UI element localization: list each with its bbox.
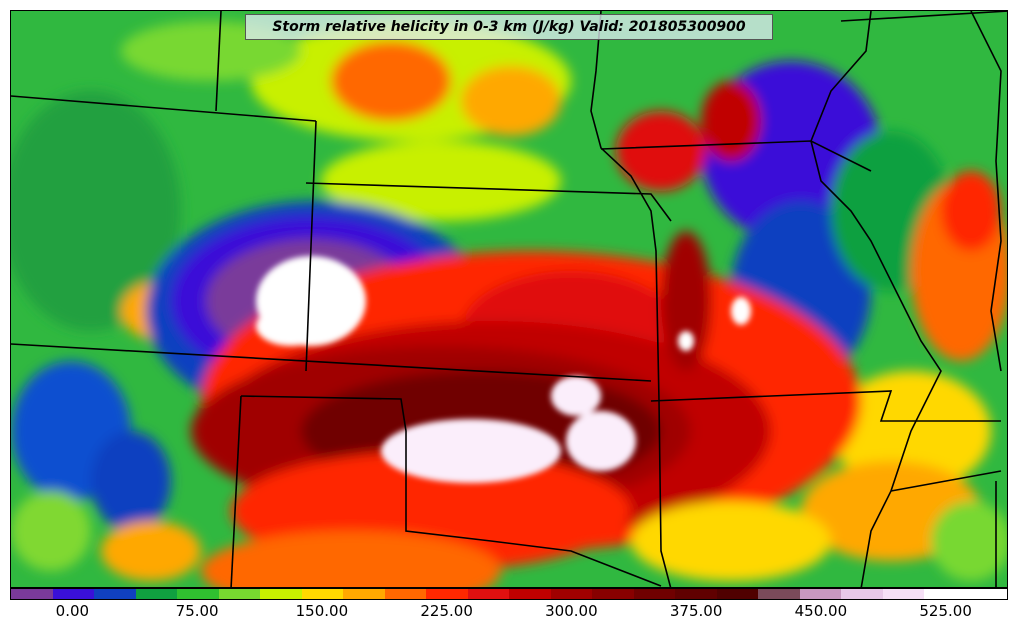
colorbar-segment [758,589,800,599]
colorbar-segment [11,589,53,599]
colorbar-segment [177,589,219,599]
colorbar-segment [841,589,883,599]
helicity-map [11,11,1007,587]
colorbar-segment [260,589,302,599]
colorbar-segment [301,589,343,599]
colorbar-tick-label: 0.00 [55,602,90,620]
colorbar-segment [592,589,634,599]
colorbar-tick-label: 525.00 [919,602,972,620]
colorbar-segment [550,589,592,599]
colorbar-ticks: 0.00 75.00 150.00 225.00 300.00 375.00 450.00 5… [0,602,1018,626]
map-frame [10,10,1008,588]
colorbar-tick-label: 150.00 [295,602,349,620]
colorbar-segment [426,589,468,599]
colorbar-tick-label: 225.00 [420,602,473,620]
colorbar-tick-label: 75.00 [175,602,219,620]
colorbar-tick-label: 375.00 [669,602,723,620]
colorbar-segment [467,589,509,599]
colorbar-segment [882,589,924,599]
colorbar-segment [716,589,758,599]
colorbar-segment [633,589,675,599]
colorbar-segment [218,589,260,599]
colorbar-tick-label: 300.00 [545,602,598,620]
colorbar [10,588,1008,600]
helicity-white-cores [256,256,751,483]
colorbar-segment [965,589,1007,599]
colorbar-segment [675,589,717,599]
colorbar-segment [924,589,966,599]
map-title: Storm relative helicity in 0-3 km (J/kg)… [245,14,773,40]
colorbar-segment [343,589,385,599]
colorbar-segment [509,589,551,599]
colorbar-segment [135,589,177,599]
colorbar-tick-label: 450.00 [794,602,848,620]
colorbar-segment [799,589,841,599]
colorbar-segment [52,589,94,599]
state-boundaries [11,11,1007,587]
colorbar-segment [94,589,136,599]
colorbar-segment [384,589,426,599]
